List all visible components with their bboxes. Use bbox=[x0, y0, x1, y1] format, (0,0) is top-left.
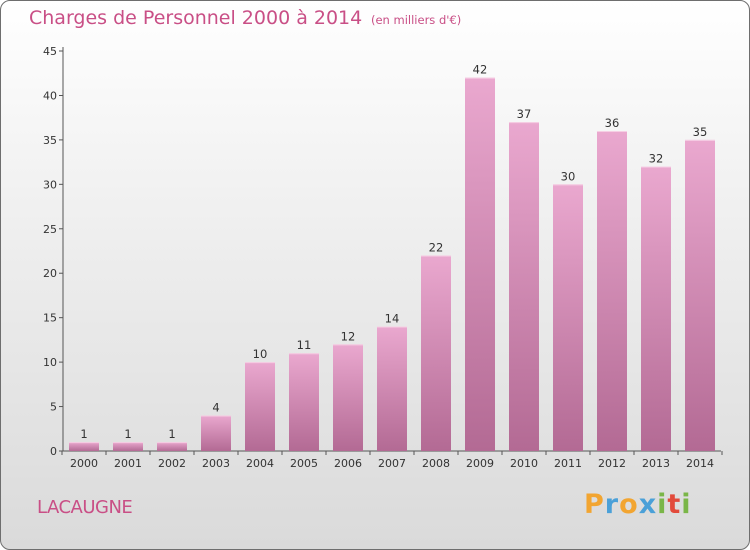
data-label: 4 bbox=[212, 400, 219, 414]
x-tick-label: 2006 bbox=[334, 457, 362, 470]
data-label: 1 bbox=[168, 427, 175, 441]
chart-subtitle: (en milliers d'€) bbox=[371, 13, 462, 27]
x-tick-label: 2007 bbox=[378, 457, 406, 470]
data-label: 37 bbox=[517, 107, 532, 121]
y-tick-label: 25 bbox=[43, 223, 57, 236]
x-tick-label: 2011 bbox=[554, 457, 582, 470]
data-label: 12 bbox=[341, 329, 356, 343]
data-label: 1 bbox=[124, 427, 131, 441]
logo-letter: P bbox=[584, 489, 605, 520]
bar bbox=[597, 131, 627, 451]
chart-bars bbox=[69, 77, 715, 452]
y-tick-label: 35 bbox=[43, 134, 57, 147]
bar bbox=[377, 326, 407, 451]
logo-letter: r bbox=[604, 489, 620, 520]
x-tick-label: 2004 bbox=[246, 457, 274, 470]
x-tick-label: 2003 bbox=[202, 457, 230, 470]
data-label: 10 bbox=[253, 347, 268, 361]
bar bbox=[509, 122, 539, 451]
bar bbox=[641, 166, 671, 452]
chart-labels: 2000 1 2001 1 2002 1 2003 4 2004 10 2005 11 2006 12 20… bbox=[70, 63, 714, 470]
y-tick-label: 45 bbox=[43, 45, 57, 58]
data-label: 1 bbox=[80, 427, 87, 441]
bar bbox=[157, 442, 187, 451]
bar bbox=[685, 139, 715, 451]
bar bbox=[333, 344, 363, 451]
proxiti-logo: Proxiti bbox=[584, 489, 692, 520]
bar bbox=[465, 77, 495, 452]
y-tick-label: 40 bbox=[43, 89, 57, 102]
x-tick-label: 2002 bbox=[158, 457, 186, 470]
x-tick-label: 2008 bbox=[422, 457, 450, 470]
x-tick-label: 2012 bbox=[598, 457, 626, 470]
logo-letter: x bbox=[638, 489, 658, 520]
x-tick-label: 2001 bbox=[114, 457, 142, 470]
x-tick-label: 2010 bbox=[510, 457, 538, 470]
y-tick-label: 30 bbox=[43, 178, 57, 191]
y-tick-label: 10 bbox=[43, 356, 57, 369]
x-tick-label: 2014 bbox=[686, 457, 714, 470]
bar bbox=[421, 255, 451, 451]
logo-letter: i bbox=[657, 489, 668, 520]
bar bbox=[289, 353, 319, 451]
bar bbox=[245, 362, 275, 451]
data-label: 14 bbox=[385, 312, 400, 326]
x-tick-label: 2013 bbox=[642, 457, 670, 470]
data-label: 32 bbox=[649, 152, 664, 166]
data-label: 42 bbox=[473, 63, 488, 77]
y-tick-label: 20 bbox=[43, 267, 57, 280]
x-tick-label: 2000 bbox=[70, 457, 98, 470]
chart-title: Charges de Personnel 2000 à 2014 bbox=[29, 7, 363, 29]
logo-letter: t bbox=[667, 489, 682, 520]
y-tick-label: 0 bbox=[50, 445, 57, 458]
y-tick-label: 5 bbox=[50, 401, 57, 414]
logo-letter: o bbox=[619, 489, 639, 520]
data-label: 35 bbox=[693, 125, 708, 139]
x-tick-label: 2009 bbox=[466, 457, 494, 470]
data-label: 11 bbox=[297, 338, 312, 352]
x-tick-label: 2005 bbox=[290, 457, 318, 470]
y-tick-label: 15 bbox=[43, 312, 57, 325]
commune-name: LACAUGNE bbox=[37, 497, 133, 518]
bar bbox=[553, 184, 583, 452]
data-label: 22 bbox=[429, 240, 444, 254]
bar bbox=[113, 442, 143, 451]
data-label: 30 bbox=[561, 169, 576, 183]
data-label: 36 bbox=[605, 116, 620, 130]
bar bbox=[201, 415, 231, 451]
bar bbox=[69, 442, 99, 451]
logo-letter: i bbox=[681, 489, 692, 520]
